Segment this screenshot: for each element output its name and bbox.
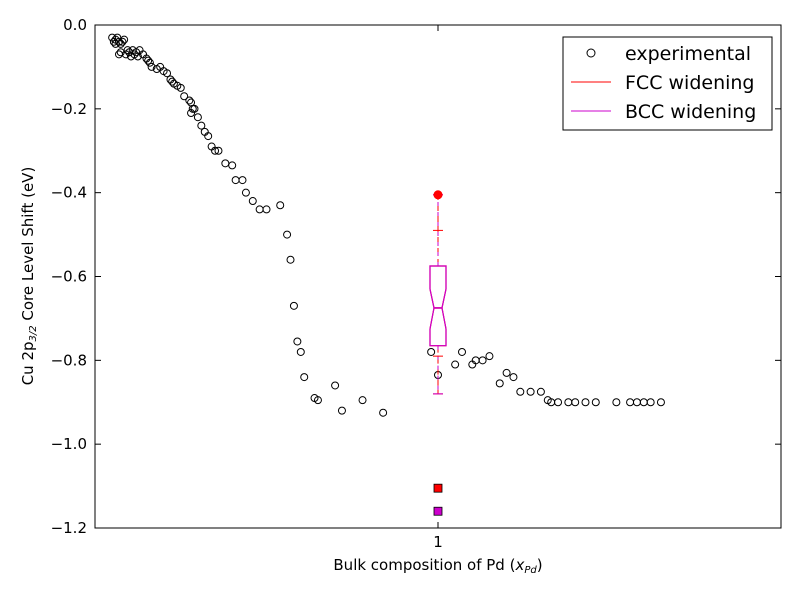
data-marks: [108, 33, 665, 516]
experimental-point: [639, 398, 648, 407]
experimental-point: [293, 337, 302, 346]
experimental-point: [337, 406, 346, 415]
experimental-point: [115, 50, 124, 59]
legend-label-bcc: BCC widening: [625, 101, 756, 123]
x-axis-label-sub: Pd: [524, 565, 537, 576]
experimental-point: [331, 381, 340, 390]
experimental-point: [495, 379, 504, 388]
experimental-point: [656, 398, 665, 407]
y-tick-label: −0.8: [51, 351, 87, 369]
experimental-point: [176, 83, 185, 92]
bcc-box: [429, 265, 447, 347]
experimental-point: [379, 408, 388, 417]
experimental-point: [248, 197, 257, 206]
experimental-point: [211, 146, 220, 155]
experimental-point: [646, 398, 655, 407]
fcc-box: [429, 265, 447, 347]
experimental-point: [231, 176, 240, 185]
experimental-point: [228, 161, 237, 170]
experimental-point: [632, 398, 641, 407]
experimental-point: [526, 387, 535, 396]
square-point: [433, 483, 443, 493]
experimental-point: [147, 62, 156, 71]
legend: experimental FCC widening BCC widening: [562, 36, 773, 131]
y-tick-label: −0.6: [51, 268, 87, 286]
y-tick-label: −0.4: [51, 184, 87, 202]
experimental-point: [451, 360, 460, 369]
legend-frame: [562, 36, 773, 131]
x-axis-label-main: Bulk composition of Pd (: [333, 556, 515, 574]
x-axis-label: Bulk composition of Pd (xPd): [333, 556, 542, 576]
experimental-point: [536, 387, 545, 396]
experimental-point: [193, 113, 202, 122]
plot-area: 0.0 −0.2 −0.4 −0.6 −0.8 −1.0 −1.2 1: [51, 16, 782, 551]
experimental-point: [571, 398, 580, 407]
experimental-point: [313, 396, 322, 405]
y-axis-label-rest: Core Level Shift (eV): [19, 167, 37, 326]
legend-label-fcc: FCC widening: [625, 72, 755, 94]
legend-label-experimental: experimental: [625, 43, 751, 65]
experimental-point: [180, 92, 189, 101]
experimental-point: [145, 58, 154, 67]
experimental-point: [255, 205, 264, 214]
x-axis-label-close: ): [537, 556, 543, 574]
experimental-point: [185, 96, 194, 105]
y-axis-label-sub: 3/2: [28, 325, 39, 341]
y-tick-label: 0.0: [63, 16, 87, 34]
y-tick-label: −0.2: [51, 100, 87, 118]
experimental-point: [564, 398, 573, 407]
experimental-point: [478, 356, 487, 365]
highlight-point: [433, 190, 443, 200]
experimental-point: [485, 352, 494, 361]
experimental-point: [144, 56, 153, 65]
y-tick-label: −1.2: [51, 519, 87, 537]
experimental-point: [168, 77, 177, 86]
experimental-point: [286, 255, 295, 264]
experimental-point: [111, 39, 120, 48]
legend-marker-experimental: [586, 48, 596, 58]
experimental-point: [509, 373, 518, 382]
experimental-point: [123, 46, 132, 55]
experimental-point: [221, 159, 230, 168]
experimental-point: [612, 398, 621, 407]
experimental-point: [626, 398, 635, 407]
experimental-point: [197, 121, 206, 130]
experimental-point: [276, 201, 285, 210]
experimental-point: [554, 398, 563, 407]
experimental-point: [188, 104, 197, 113]
experimental-point: [502, 368, 511, 377]
experimental-point: [241, 188, 250, 197]
axis-ticks: 0.0 −0.2 −0.4 −0.6 −0.8 −1.0 −1.2 1: [51, 16, 781, 551]
experimental-point: [358, 396, 367, 405]
experimental-point: [289, 301, 298, 310]
experimental-point: [516, 387, 525, 396]
experimental-point: [300, 373, 309, 382]
experimental-point: [296, 347, 305, 356]
experimental-point: [283, 230, 292, 239]
x-tick-label: 1: [433, 533, 443, 551]
experimental-point: [458, 347, 467, 356]
experimental-point: [190, 104, 199, 113]
experimental-point: [581, 398, 590, 407]
square-point: [433, 506, 443, 516]
experimental-point: [163, 69, 172, 78]
experimental-point: [427, 347, 436, 356]
experimental-point: [120, 35, 129, 44]
experimental-point: [238, 176, 247, 185]
x-axis-label-var: x: [514, 556, 524, 574]
y-axis-label-main: Cu 2p: [19, 341, 37, 385]
experimental-point: [204, 132, 213, 141]
y-tick-label: −1.0: [51, 435, 87, 453]
experimental-point: [214, 146, 223, 155]
experimental-point: [591, 398, 600, 407]
y-axis-label: Cu 2p3/2 Core Level Shift (eV): [19, 167, 39, 386]
experimental-point: [262, 205, 271, 214]
